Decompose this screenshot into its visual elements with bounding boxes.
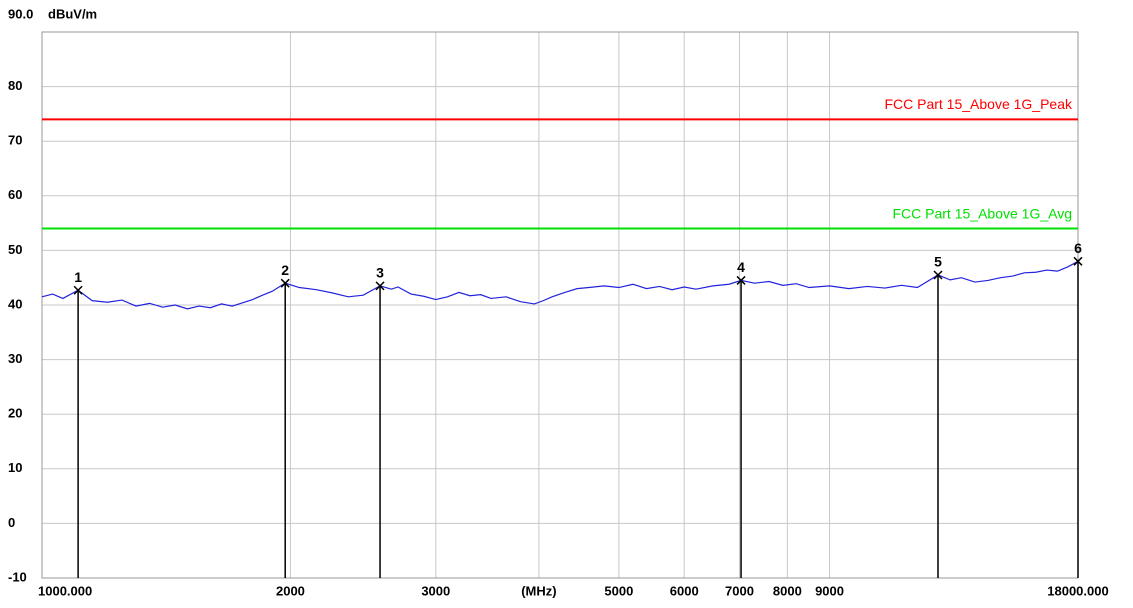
x-tick-label: 3000 bbox=[421, 583, 450, 598]
marker bbox=[736, 275, 746, 285]
marker-label: 2 bbox=[281, 262, 289, 278]
y-tick-label: 0 bbox=[8, 515, 15, 530]
x-tick-label: 2000 bbox=[276, 583, 305, 598]
y-unit: dBuV/m bbox=[48, 6, 97, 21]
y-tick-label: -10 bbox=[8, 569, 27, 584]
y-tick-label: 20 bbox=[8, 406, 22, 421]
y-tick-label: 60 bbox=[8, 187, 22, 202]
x-tick-label: 1000.000 bbox=[38, 583, 92, 598]
x-tick-label: 5000 bbox=[604, 583, 633, 598]
y-tick-label: 40 bbox=[8, 296, 22, 311]
trace bbox=[41, 260, 1079, 310]
limit-label: FCC Part 15_Above 1G_Avg bbox=[892, 205, 1072, 221]
marker-label: 3 bbox=[376, 265, 384, 281]
y-tick-label: 50 bbox=[8, 242, 22, 257]
marker-label: 1 bbox=[74, 269, 82, 285]
marker bbox=[280, 278, 290, 288]
limit-label: FCC Part 15_Above 1G_Peak bbox=[884, 96, 1073, 112]
y-tick-label: 80 bbox=[8, 78, 22, 93]
y-tick-label: 10 bbox=[8, 460, 22, 475]
x-tick-label: 9000 bbox=[815, 583, 844, 598]
marker-label: 4 bbox=[737, 259, 745, 275]
y-tick-label: 70 bbox=[8, 133, 22, 148]
x-tick-label: 18000.000 bbox=[1047, 583, 1108, 598]
marker-label: 6 bbox=[1074, 240, 1082, 256]
marker bbox=[1073, 256, 1083, 266]
marker bbox=[375, 281, 385, 291]
x-tick-label: 7000 bbox=[725, 583, 754, 598]
marker bbox=[73, 285, 83, 295]
y-tick-label: 30 bbox=[8, 351, 22, 366]
x-tick-label: 8000 bbox=[773, 583, 802, 598]
marker-label: 5 bbox=[934, 254, 942, 270]
x-tick-label: 6000 bbox=[670, 583, 699, 598]
x-tick-label: (MHz) bbox=[521, 583, 556, 598]
y-tick-label: 90.0 bbox=[8, 6, 33, 21]
marker bbox=[933, 270, 943, 280]
